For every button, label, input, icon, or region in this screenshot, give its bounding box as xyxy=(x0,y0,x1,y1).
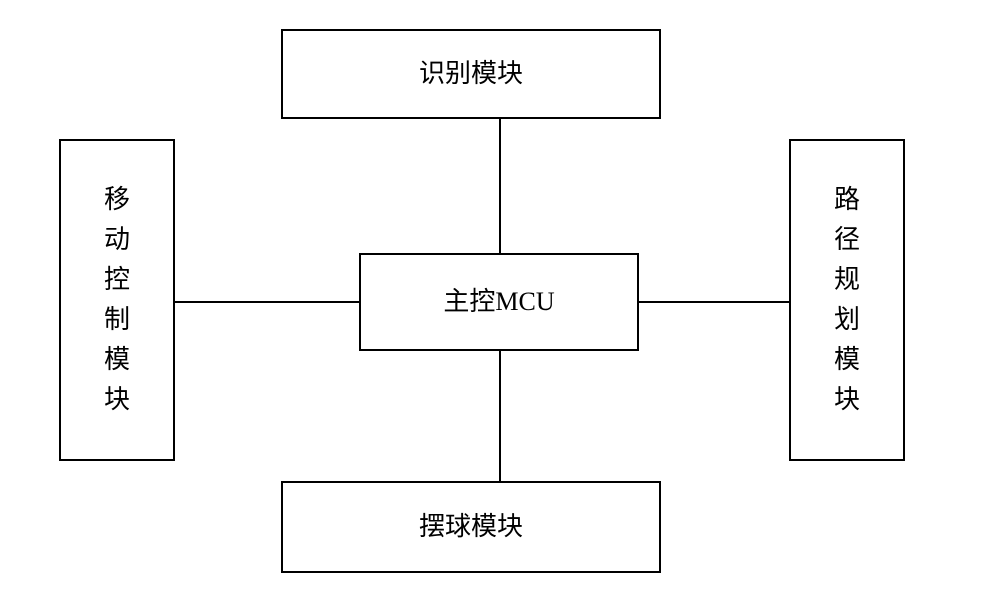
node-top: 识别模块 xyxy=(282,30,660,118)
node-left-label: 移动控制模块 xyxy=(104,185,130,414)
node-center: 主控MCU xyxy=(360,254,638,350)
node-left: 移动控制模块 xyxy=(60,140,174,460)
node-center-label: 主控MCU xyxy=(443,287,554,316)
node-bottom-label: 摆球模块 xyxy=(419,512,523,541)
node-bottom: 摆球模块 xyxy=(282,482,660,572)
node-right-label: 路径规划模块 xyxy=(834,185,860,414)
node-right: 路径规划模块 xyxy=(790,140,904,460)
node-top-label: 识别模块 xyxy=(419,59,523,88)
